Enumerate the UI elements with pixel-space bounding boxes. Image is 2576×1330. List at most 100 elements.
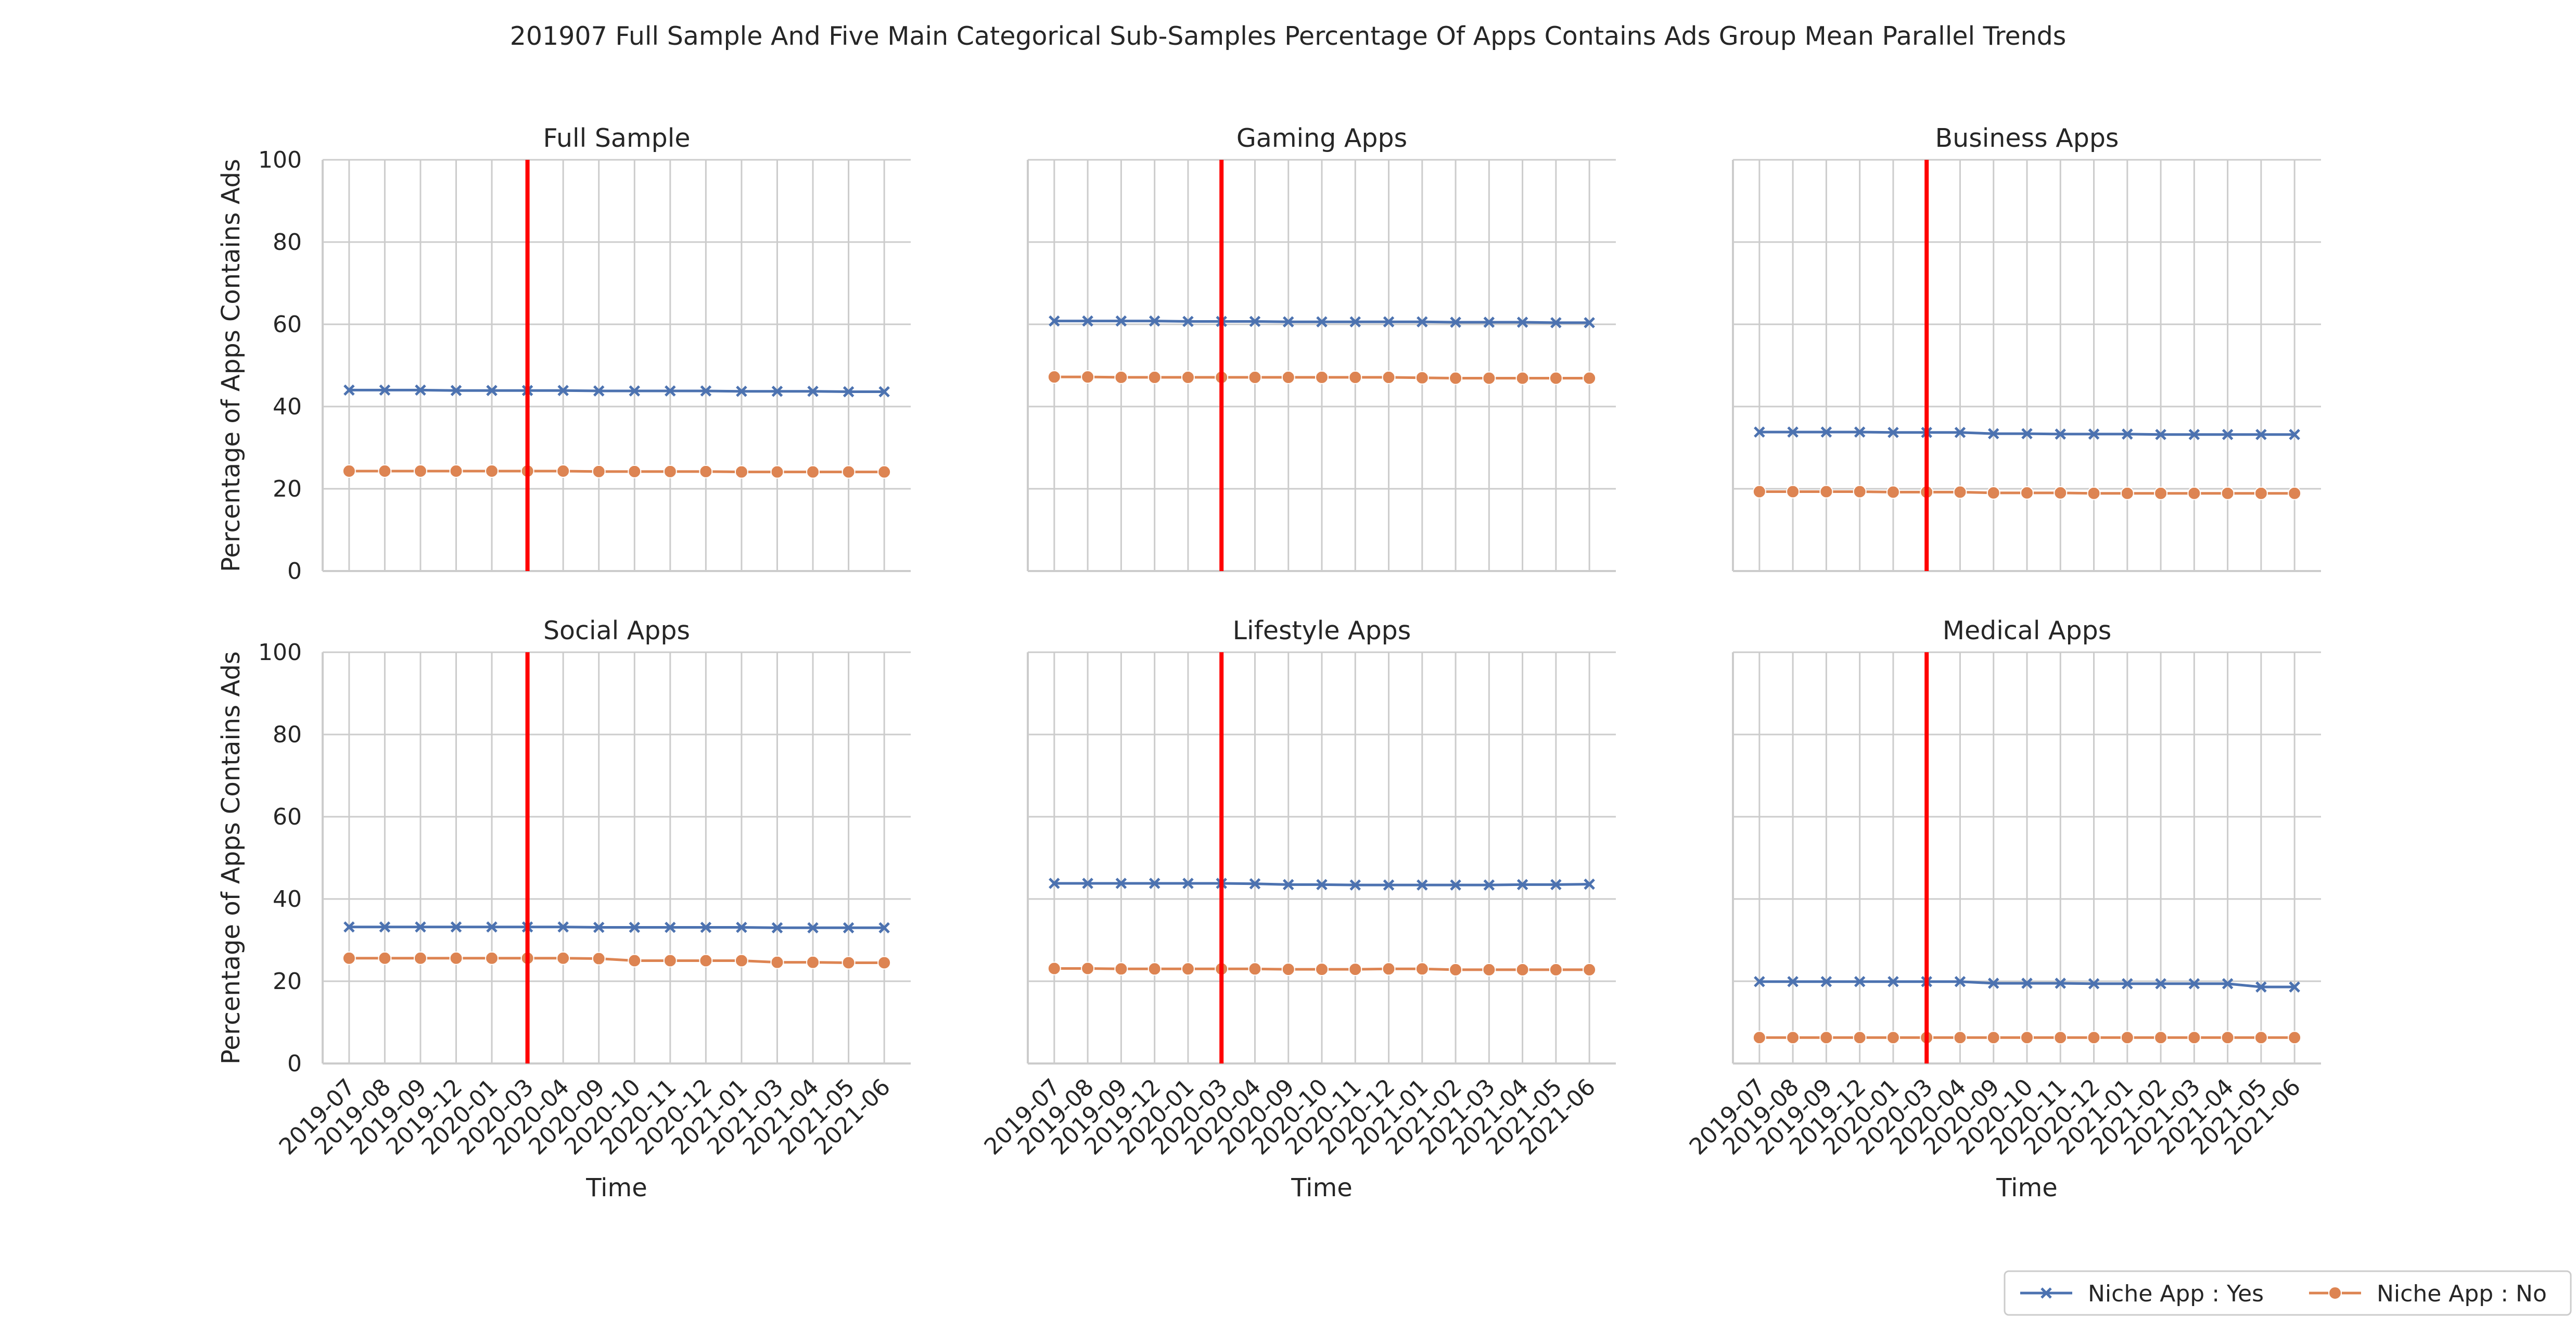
subplot-business-apps: Business Apps xyxy=(1732,123,2321,572)
series-line xyxy=(349,957,885,964)
data-point-stroke xyxy=(1954,976,1966,987)
data-point xyxy=(1281,962,1295,977)
data-point-stroke xyxy=(1516,879,1528,891)
data-point xyxy=(2154,1031,2168,1045)
data-point-stroke xyxy=(1820,976,1832,987)
data-point xyxy=(2154,486,2168,500)
data-point xyxy=(736,386,747,397)
data-point xyxy=(1515,371,1529,385)
x-axis-label: Time xyxy=(585,1173,647,1202)
data-point xyxy=(1987,978,1999,989)
data-point xyxy=(413,951,427,965)
data-point-stroke xyxy=(450,921,462,933)
data-point xyxy=(1786,1031,1800,1045)
data-point-stroke xyxy=(878,386,890,398)
data-point xyxy=(1082,315,1093,327)
data-point xyxy=(1954,427,1966,438)
data-point-stroke xyxy=(2255,981,2267,993)
data-point-stroke xyxy=(1182,878,1194,889)
series-niche-app-no xyxy=(1752,485,2302,500)
data-point xyxy=(1248,962,1262,976)
data-point xyxy=(486,921,498,933)
data-point xyxy=(1483,879,1495,891)
data-point xyxy=(1182,878,1194,889)
data-point xyxy=(1853,485,1867,499)
data-point-stroke xyxy=(593,921,605,933)
data-point xyxy=(2188,978,2200,990)
data-point xyxy=(2222,978,2234,990)
data-point xyxy=(806,465,820,479)
series-line xyxy=(349,470,885,474)
subplot-title: Social Apps xyxy=(543,616,690,645)
data-point xyxy=(1082,878,1093,889)
data-point-stroke xyxy=(1754,426,1765,438)
data-point xyxy=(2155,428,2166,440)
data-point-stroke xyxy=(379,921,391,933)
data-point-stroke xyxy=(1383,879,1395,891)
data-point xyxy=(1282,879,1294,891)
data-point xyxy=(379,384,391,396)
data-point xyxy=(557,385,569,396)
data-point xyxy=(486,385,498,396)
data-point xyxy=(1181,370,1195,384)
subplot-title: Business Apps xyxy=(1935,123,2119,153)
y-tick-label: 80 xyxy=(273,229,302,256)
data-point xyxy=(1516,879,1528,891)
data-point xyxy=(1114,962,1128,976)
data-point xyxy=(343,384,355,396)
data-point xyxy=(1115,315,1127,327)
data-point xyxy=(2088,978,2100,990)
data-point xyxy=(1417,316,1428,328)
data-point xyxy=(1752,1031,1766,1045)
data-point-stroke xyxy=(1349,316,1361,328)
data-point xyxy=(2155,978,2166,990)
data-point-stroke xyxy=(1383,316,1395,328)
legend-box xyxy=(2004,1270,2572,1316)
data-point-stroke xyxy=(1249,315,1261,327)
data-point-stroke xyxy=(1854,976,1866,987)
series-niche-app-no xyxy=(1047,961,1597,977)
data-point xyxy=(1315,370,1329,384)
data-point xyxy=(2055,978,2067,989)
data-point xyxy=(771,922,783,934)
data-point-stroke xyxy=(1550,879,1562,891)
legend-marker xyxy=(2328,1286,2342,1300)
data-point-stroke xyxy=(1115,315,1127,327)
series-niche-app-no xyxy=(342,464,891,479)
legend-label: Niche App : Yes xyxy=(2088,1281,2264,1307)
data-point xyxy=(2221,486,2235,500)
data-point xyxy=(2088,428,2100,440)
data-point xyxy=(1115,878,1127,889)
data-point xyxy=(1315,962,1329,977)
data-point xyxy=(1081,961,1095,976)
data-point-stroke xyxy=(2222,978,2234,990)
data-point xyxy=(1584,317,1595,328)
data-point xyxy=(770,465,784,479)
data-point-stroke xyxy=(2188,428,2200,440)
data-point-stroke xyxy=(1854,426,1866,438)
data-point xyxy=(1987,428,1999,439)
data-point xyxy=(556,464,570,478)
data-point xyxy=(1147,370,1162,384)
data-point xyxy=(2187,486,2201,500)
data-point-stroke xyxy=(1149,878,1161,889)
data-point xyxy=(843,922,855,934)
data-point xyxy=(1047,370,1061,384)
data-point xyxy=(485,951,499,965)
data-point xyxy=(342,951,356,965)
data-point xyxy=(593,385,605,397)
data-point xyxy=(413,464,427,478)
data-point xyxy=(2120,486,2134,500)
subplot-title: Gaming Apps xyxy=(1236,123,1407,153)
series-niche-app-no xyxy=(342,951,891,970)
subplot-full-sample: 0 20 40 60 80 100 Percentage of Apps Contains … xyxy=(216,123,911,585)
data-point xyxy=(1249,878,1261,890)
data-point xyxy=(734,954,748,968)
data-point xyxy=(449,464,463,478)
data-point xyxy=(1382,962,1396,976)
data-point-stroke xyxy=(1787,976,1799,987)
data-point xyxy=(1114,370,1128,384)
data-point xyxy=(1854,976,1866,987)
y-tick-label: 40 xyxy=(273,886,302,913)
data-point-stroke xyxy=(1249,878,1261,890)
